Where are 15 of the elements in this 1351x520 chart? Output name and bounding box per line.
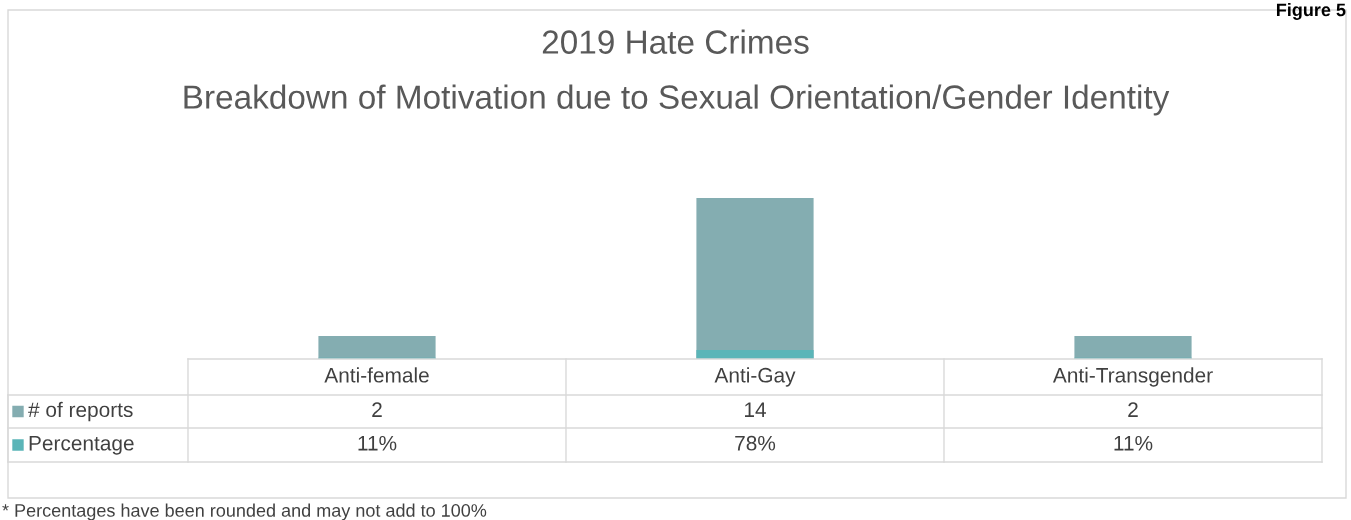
legend-label: Percentage	[29, 436, 134, 455]
legend-label: # of reports	[28, 401, 133, 422]
chart-title: 2019 Hate Crimes	[542, 29, 809, 54]
chart-subtitle: Breakdown of Motivation due to Sexual Orientation/Gender Identity	[184, 84, 1170, 116]
x-tick-label: Anti-Transgender	[1052, 367, 1213, 387]
data-label: 14	[745, 402, 766, 417]
text: * Percentages have been rounded and may not add to 100%	[2, 503, 487, 520]
caption: Figure 5	[1276, 3, 1346, 20]
data-label: 78%	[735, 435, 776, 451]
data-label: 2	[372, 402, 382, 417]
data-label: 11%	[1114, 435, 1153, 451]
data-label: 11%	[358, 435, 397, 451]
x-tick-label: Anti-female	[324, 367, 429, 383]
x-tick-label: Anti-Gay	[714, 367, 796, 387]
data-label: 2	[1128, 402, 1138, 417]
